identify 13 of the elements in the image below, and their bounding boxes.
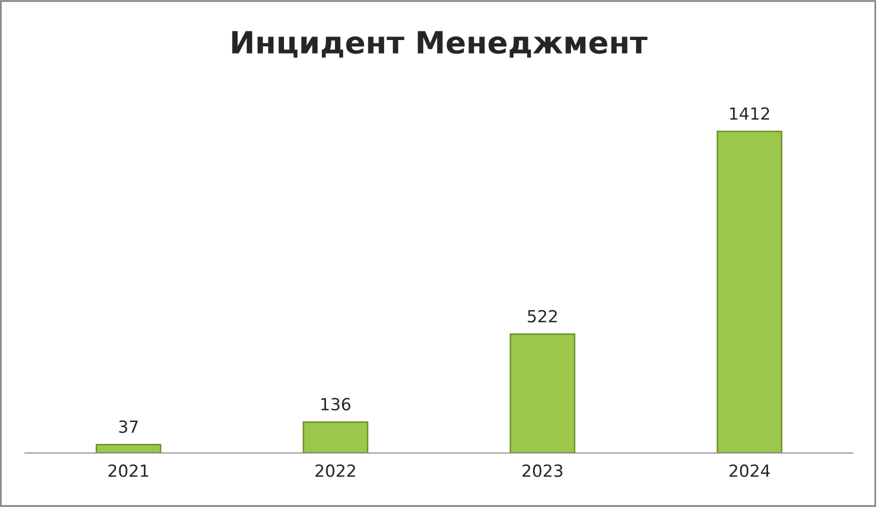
data-label: 37: [119, 420, 138, 434]
bar: [302, 421, 368, 453]
data-label: 522: [528, 310, 557, 323]
chart-title: Инцидент Менеджмент: [232, 31, 648, 58]
data-label: 136: [321, 398, 350, 410]
bar: [96, 444, 162, 453]
bar: [510, 333, 576, 453]
x-tick-label: 2022: [316, 464, 356, 478]
x-tick-label: 2024: [730, 464, 770, 478]
data-label: 1412: [730, 107, 770, 120]
x-tick-label: 2021: [108, 464, 148, 478]
x-tick-label: 2023: [522, 464, 562, 478]
bar: [716, 130, 782, 453]
